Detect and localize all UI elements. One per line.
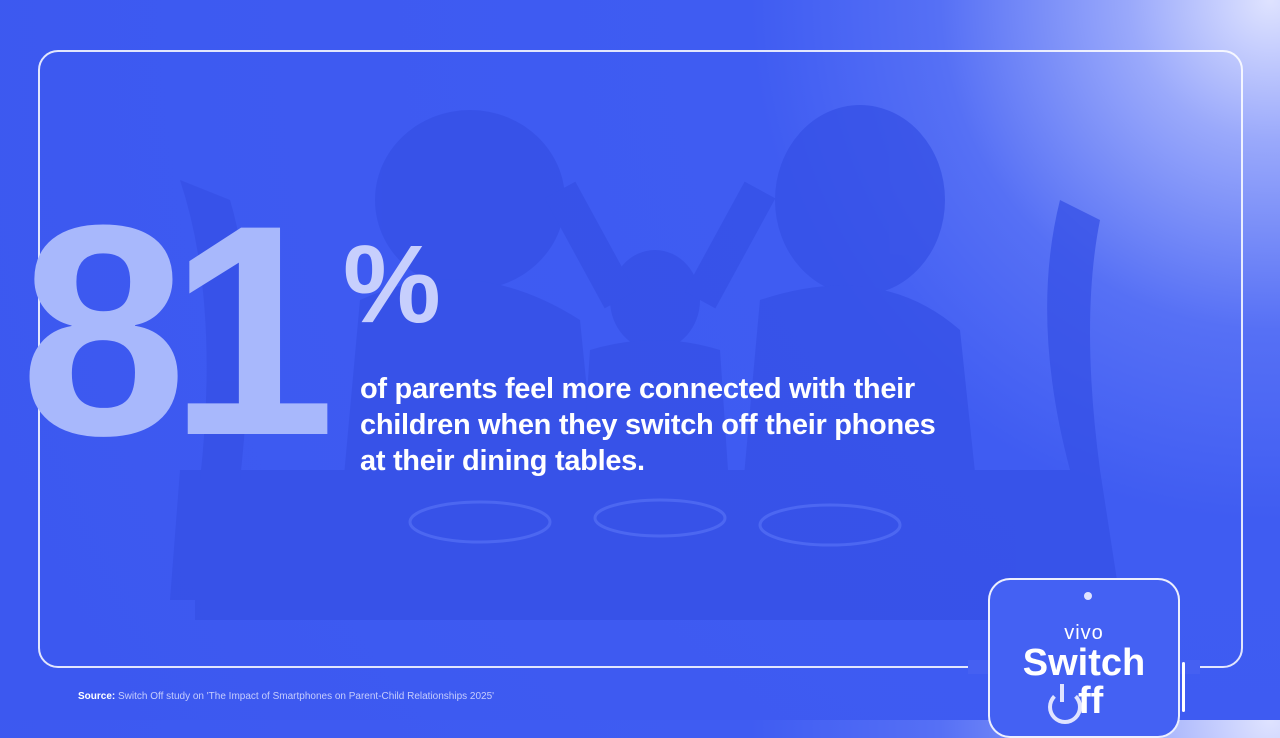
frame-border xyxy=(38,50,1243,668)
logo-line-1: Switch xyxy=(1022,642,1146,684)
source-label: Source: xyxy=(78,691,116,702)
power-icon xyxy=(1048,690,1082,724)
family-dinner-illustration xyxy=(170,105,1120,620)
phone-side-button xyxy=(1182,662,1185,712)
source-note: Source: Switch Off study on 'The Impact … xyxy=(78,691,494,702)
source-text: Switch Off study on 'The Impact of Smart… xyxy=(118,691,495,702)
switch-off-logo: vivo Switch ff xyxy=(988,578,1180,738)
statement-text: of parents feel more connected with thei… xyxy=(360,373,936,477)
power-icon-line xyxy=(1060,684,1064,702)
brand-name: vivo xyxy=(1064,622,1104,644)
headline-number: 81 xyxy=(20,162,336,498)
headline-percent: % xyxy=(343,223,441,346)
camera-dot-icon xyxy=(1084,592,1092,600)
logo-line-2: ff xyxy=(1078,680,1104,722)
